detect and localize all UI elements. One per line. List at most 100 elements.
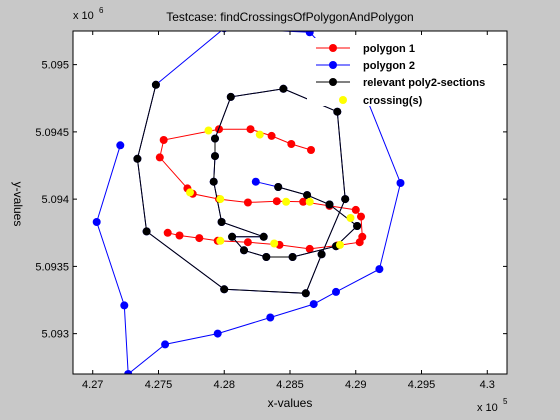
data-point-crossing-s-4	[282, 197, 291, 206]
data-point-polygon-1-17	[355, 238, 364, 247]
y-exponent-base: x 10	[73, 10, 94, 22]
y-exponent-power: 6	[99, 6, 104, 15]
legend-marker-polygon-2	[329, 61, 337, 69]
x-tick-label: 4.285	[276, 379, 304, 391]
legend-marker-crossings	[339, 96, 347, 104]
data-point-polygon-2-26	[305, 31, 314, 37]
y-tick-label: 5.0935	[35, 261, 69, 273]
data-point-crossing-s-0	[204, 126, 213, 135]
y-axis-label: y-values	[11, 182, 25, 227]
x-tick-label: 4.275	[145, 379, 173, 391]
data-point-polygon-1-11	[272, 197, 281, 206]
data-point-polygon-1-6	[155, 153, 164, 162]
x-exponent-power: 5	[503, 397, 508, 406]
data-point-relevant-poly2-sections-10	[217, 218, 226, 226]
data-point-relevant-poly2-sections-1	[303, 191, 312, 200]
data-point-relevant-poly2-sections-13	[211, 134, 219, 143]
data-point-polygon-1-1	[287, 140, 296, 148]
data-point-crossing-s-3	[216, 195, 225, 204]
legend-label-polygon-2: polygon 2	[363, 60, 415, 72]
y-tick-label: 5.093	[41, 329, 69, 341]
data-point-polygon-1-5	[159, 136, 168, 144]
data-point-crossing-s-7	[336, 240, 344, 249]
data-point-polygon-2-29	[375, 265, 384, 274]
legend-entry-polygon-2: polygon 2	[316, 60, 415, 72]
data-point-crossing-s-9	[216, 236, 225, 245]
data-point-crossing-s-2	[186, 188, 194, 197]
data-point-polygon-1-15	[357, 212, 365, 221]
x-tick-label: 4.28	[214, 379, 235, 391]
legend-label-crossings: crossing(s)	[363, 95, 423, 107]
y-tick-label: 5.094	[41, 194, 69, 206]
y-tick-label: 5.095	[41, 60, 69, 72]
legend-label-polygon-1: polygon 1	[363, 43, 415, 55]
data-point-polygon-2-34	[161, 340, 170, 349]
ticks-layer: 4.27 4.275 4.28 4.285 4.29 4.295 4.3 5.093 5.093…	[35, 31, 507, 391]
data-point-polygon-1-24	[175, 231, 184, 240]
data-point-relevant-poly2-sections-8	[228, 232, 237, 241]
x-tick-label: 4.29	[345, 379, 366, 391]
data-point-relevant-poly2-sections-6	[262, 253, 271, 261]
x-tick-label: 4.295	[408, 379, 436, 391]
chart-title: Testcase: findCrossingsOfPolygonAndPolyg…	[166, 10, 413, 24]
series-relevant-poly2-sections	[133, 80, 362, 298]
data-point-crossing-s-5	[305, 197, 314, 206]
data-point-relevant-poly2-sections-21	[142, 227, 151, 236]
data-point-polygon-1-3	[246, 125, 255, 134]
data-point-polygon-1-0	[307, 146, 315, 154]
data-point-polygon-2-33	[213, 329, 222, 338]
data-point-relevant-poly2-sections-22	[133, 154, 142, 163]
data-point-polygon-1-23	[195, 234, 204, 243]
legend-marker-relevant-sections	[329, 78, 337, 86]
data-point-polygon-2-28	[396, 179, 405, 187]
data-point-relevant-poly2-sections-23	[151, 80, 160, 89]
data-point-relevant-poly2-sections-12	[211, 152, 219, 161]
legend: polygon 1 polygon 2 relevant poly2-secti…	[307, 38, 497, 107]
data-point-polygon-1-10	[243, 198, 252, 207]
y-tick-label: 5.0945	[35, 127, 69, 139]
data-point-relevant-poly2-sections-17	[341, 195, 350, 204]
data-point-relevant-poly2-sections-14	[226, 92, 235, 101]
x-exponent-base: x 10	[477, 402, 498, 414]
legend-box	[307, 38, 497, 106]
x-tick-label: 4.27	[82, 379, 103, 391]
data-point-relevant-poly2-sections-20	[220, 285, 229, 294]
data-point-relevant-poly2-sections-19	[301, 289, 310, 298]
data-point-relevant-poly2-sections-9	[259, 232, 268, 241]
data-point-polygon-1-2	[267, 131, 276, 140]
series-layer	[92, 31, 405, 374]
data-point-crossing-s-8	[270, 239, 279, 248]
data-point-polygon-2-35	[124, 370, 133, 374]
x-axis-label: x-values	[268, 396, 313, 410]
data-point-polygon-1-14	[351, 205, 360, 214]
data-point-polygon-2-38	[116, 141, 125, 150]
data-point-crossing-s-1	[255, 130, 264, 139]
legend-entry-relevant-sections: relevant poly2-sections	[316, 77, 485, 89]
data-point-relevant-poly2-sections-16	[333, 107, 342, 116]
data-point-relevant-poly2-sections-2	[325, 200, 334, 209]
data-point-polygon-1-25	[163, 228, 172, 237]
data-point-polygon-2-30	[332, 287, 340, 296]
data-point-relevant-poly2-sections-7	[240, 246, 248, 255]
legend-marker-polygon-1	[329, 44, 337, 52]
data-point-relevant-poly2-sections-15	[279, 84, 288, 93]
data-point-polygon-1-19	[305, 244, 314, 253]
data-point-polygon-1-21	[243, 238, 252, 247]
data-point-polygon-2-36	[120, 301, 129, 310]
series-crossing-s	[186, 126, 355, 249]
data-point-polygon-2-31	[309, 300, 318, 309]
data-point-relevant-poly2-sections-0	[274, 183, 283, 191]
data-point-polygon-2-37	[92, 218, 101, 226]
data-point-crossing-s-6	[346, 214, 355, 222]
data-point-polygon-2-32	[266, 313, 275, 322]
legend-entry-polygon-1: polygon 1	[316, 43, 415, 55]
data-point-relevant-poly2-sections-5	[288, 253, 297, 261]
x-tick-label: 4.3	[480, 379, 495, 391]
data-point-polygon-2-0	[251, 177, 260, 186]
data-point-relevant-poly2-sections-18	[317, 250, 326, 259]
data-point-relevant-poly2-sections-11	[209, 177, 218, 186]
data-point-relevant-poly2-sections-3	[353, 222, 362, 230]
data-point-polygon-1-12	[299, 197, 308, 206]
legend-entry-crossings: crossing(s)	[339, 95, 423, 107]
